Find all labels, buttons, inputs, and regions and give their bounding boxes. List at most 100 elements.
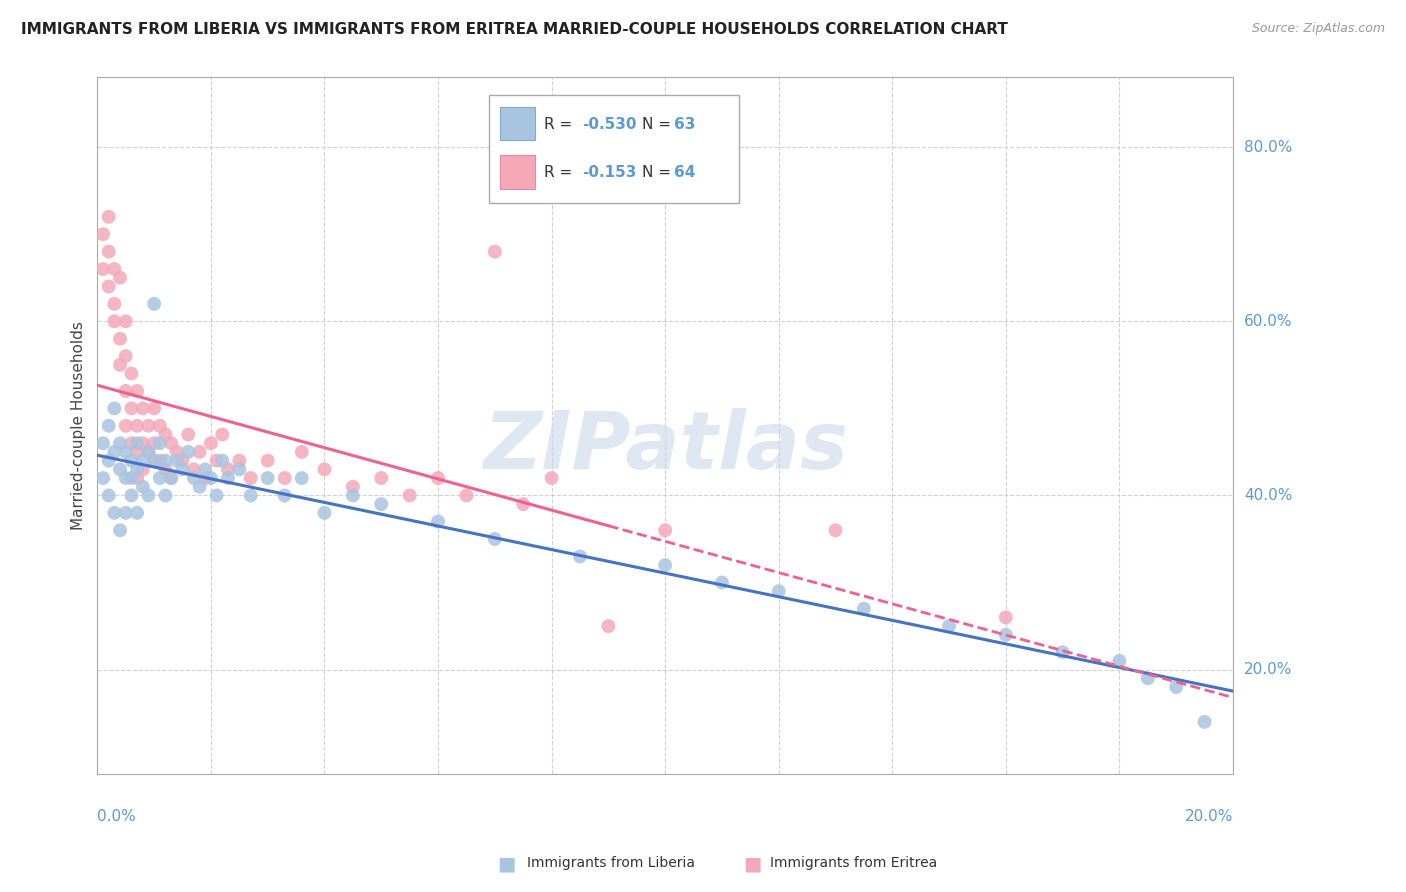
Text: R =: R = — [544, 117, 576, 132]
Text: -0.153: -0.153 — [582, 165, 637, 180]
Point — [149, 453, 172, 467]
Point — [108, 462, 131, 476]
Point — [120, 401, 142, 416]
FancyBboxPatch shape — [489, 95, 740, 202]
Point — [149, 436, 172, 450]
Text: IMMIGRANTS FROM LIBERIA VS IMMIGRANTS FROM ERITREA MARRIED-COUPLE HOUSEHOLDS COR: IMMIGRANTS FROM LIBERIA VS IMMIGRANTS FR… — [21, 22, 1008, 37]
Point — [114, 418, 136, 433]
Point — [314, 506, 336, 520]
Point — [132, 453, 155, 467]
Point — [205, 453, 228, 467]
Point — [824, 523, 846, 537]
Point — [188, 480, 211, 494]
Text: -0.530: -0.530 — [582, 117, 637, 132]
Text: N =: N = — [643, 165, 676, 180]
Point — [160, 436, 183, 450]
Point — [217, 471, 239, 485]
Text: 63: 63 — [675, 117, 696, 132]
Text: 80.0%: 80.0% — [1244, 140, 1292, 154]
Point — [127, 384, 149, 398]
Point — [994, 628, 1017, 642]
Point — [120, 367, 142, 381]
Point — [484, 532, 506, 546]
Point — [91, 227, 114, 242]
Point — [228, 462, 250, 476]
Point — [114, 506, 136, 520]
Point — [120, 453, 142, 467]
Point — [127, 436, 149, 450]
Point — [103, 401, 125, 416]
Point — [132, 436, 155, 450]
Point — [994, 610, 1017, 624]
Point — [228, 453, 250, 467]
Point — [143, 453, 166, 467]
Point — [200, 471, 222, 485]
Text: 40.0%: 40.0% — [1244, 488, 1292, 503]
Point — [342, 488, 364, 502]
Point — [103, 314, 125, 328]
Text: Immigrants from Eritrea: Immigrants from Eritrea — [770, 856, 938, 871]
Point — [114, 445, 136, 459]
Point — [274, 488, 297, 502]
Point — [654, 523, 676, 537]
Point — [177, 445, 200, 459]
Point — [1052, 645, 1074, 659]
Point — [103, 262, 125, 277]
Point — [143, 401, 166, 416]
Point — [155, 427, 177, 442]
Point — [132, 462, 155, 476]
Point — [398, 488, 420, 502]
Text: R =: R = — [544, 165, 576, 180]
Point — [194, 471, 217, 485]
Point — [155, 453, 177, 467]
FancyBboxPatch shape — [501, 155, 534, 189]
Text: 20.0%: 20.0% — [1185, 809, 1233, 824]
Point — [114, 314, 136, 328]
Point — [1108, 654, 1130, 668]
Point — [114, 471, 136, 485]
Point — [155, 488, 177, 502]
Text: Immigrants from Liberia: Immigrants from Liberia — [527, 856, 695, 871]
Point — [127, 506, 149, 520]
Point — [127, 445, 149, 459]
Point — [291, 471, 314, 485]
Text: 20.0%: 20.0% — [1244, 662, 1292, 677]
Point — [256, 471, 278, 485]
Point — [183, 462, 205, 476]
Point — [427, 471, 450, 485]
Point — [127, 471, 149, 485]
Point — [160, 471, 183, 485]
Point — [97, 488, 120, 502]
Point — [127, 462, 149, 476]
Point — [97, 418, 120, 433]
Point — [274, 471, 297, 485]
Point — [149, 418, 172, 433]
Point — [132, 401, 155, 416]
Point — [512, 497, 534, 511]
Point — [569, 549, 592, 564]
Point — [91, 262, 114, 277]
Point — [97, 244, 120, 259]
Point — [598, 619, 620, 633]
Point — [1136, 671, 1159, 685]
Point — [370, 497, 392, 511]
Point — [239, 471, 262, 485]
Point — [149, 471, 172, 485]
Point — [103, 445, 125, 459]
Point — [172, 453, 194, 467]
Point — [484, 244, 506, 259]
Point — [143, 453, 166, 467]
Text: N =: N = — [643, 117, 676, 132]
Point — [114, 349, 136, 363]
Point — [166, 453, 188, 467]
Point — [120, 471, 142, 485]
Point — [938, 619, 960, 633]
Point — [97, 453, 120, 467]
Point — [91, 436, 114, 450]
Point — [120, 436, 142, 450]
Point — [108, 523, 131, 537]
Point — [127, 418, 149, 433]
Point — [239, 488, 262, 502]
Point — [194, 462, 217, 476]
Point — [132, 480, 155, 494]
